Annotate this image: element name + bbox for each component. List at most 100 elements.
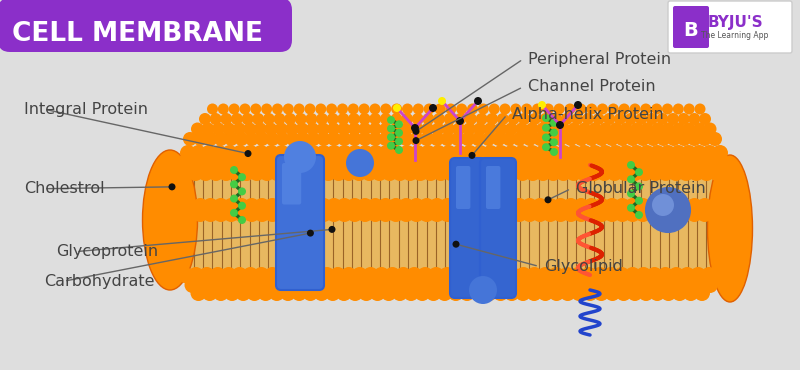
Circle shape — [515, 285, 531, 301]
Circle shape — [542, 134, 550, 141]
Circle shape — [651, 122, 664, 135]
Circle shape — [337, 104, 348, 114]
Text: Glycoprotein: Glycoprotein — [56, 244, 158, 259]
Circle shape — [460, 156, 476, 172]
Circle shape — [330, 267, 346, 283]
Circle shape — [553, 206, 569, 222]
Circle shape — [418, 206, 434, 222]
Circle shape — [385, 267, 401, 283]
FancyBboxPatch shape — [0, 0, 292, 52]
Circle shape — [686, 206, 702, 222]
Circle shape — [367, 198, 383, 214]
Circle shape — [295, 198, 311, 214]
Circle shape — [550, 138, 558, 146]
Circle shape — [592, 277, 608, 293]
Circle shape — [638, 165, 654, 181]
Circle shape — [565, 104, 575, 114]
Circle shape — [410, 122, 424, 135]
Circle shape — [264, 198, 280, 214]
Circle shape — [472, 267, 488, 283]
Circle shape — [306, 132, 321, 146]
Circle shape — [532, 198, 548, 214]
Circle shape — [325, 285, 341, 301]
Circle shape — [482, 267, 498, 283]
Circle shape — [614, 267, 630, 283]
Circle shape — [470, 277, 486, 293]
Circle shape — [529, 113, 541, 125]
Circle shape — [229, 277, 245, 293]
Circle shape — [629, 145, 645, 161]
Circle shape — [394, 277, 410, 293]
Circle shape — [668, 267, 684, 283]
Circle shape — [448, 285, 464, 301]
Circle shape — [548, 267, 564, 283]
Circle shape — [469, 276, 497, 304]
Circle shape — [658, 267, 674, 283]
Circle shape — [421, 122, 434, 135]
Circle shape — [211, 145, 227, 161]
Circle shape — [499, 104, 510, 114]
Circle shape — [583, 198, 599, 214]
Circle shape — [594, 198, 610, 214]
Circle shape — [603, 277, 619, 293]
FancyBboxPatch shape — [486, 166, 501, 209]
Circle shape — [673, 104, 684, 114]
Circle shape — [603, 267, 619, 283]
Circle shape — [699, 113, 711, 125]
Circle shape — [657, 132, 670, 146]
Circle shape — [678, 165, 694, 181]
Circle shape — [510, 104, 522, 114]
Circle shape — [641, 122, 654, 135]
Circle shape — [676, 206, 692, 222]
Circle shape — [187, 165, 203, 181]
Circle shape — [672, 122, 685, 135]
Circle shape — [443, 165, 459, 181]
FancyBboxPatch shape — [480, 158, 516, 298]
Circle shape — [706, 156, 722, 172]
Circle shape — [555, 165, 571, 181]
Circle shape — [677, 132, 691, 146]
Circle shape — [416, 277, 432, 293]
Text: Peripheral Protein: Peripheral Protein — [528, 52, 671, 67]
Circle shape — [582, 285, 598, 301]
Circle shape — [627, 175, 635, 183]
Circle shape — [231, 267, 247, 283]
Circle shape — [411, 124, 419, 132]
Circle shape — [254, 122, 266, 135]
Circle shape — [379, 122, 392, 135]
Circle shape — [283, 104, 294, 114]
Circle shape — [395, 129, 403, 137]
Circle shape — [230, 195, 238, 202]
Circle shape — [409, 156, 425, 172]
Circle shape — [553, 156, 569, 172]
Circle shape — [571, 113, 583, 125]
Circle shape — [350, 277, 366, 293]
Circle shape — [618, 104, 630, 114]
Circle shape — [232, 145, 248, 161]
Circle shape — [433, 113, 445, 125]
Circle shape — [182, 156, 198, 172]
Circle shape — [372, 277, 388, 293]
Circle shape — [244, 206, 260, 222]
Circle shape — [522, 206, 538, 222]
Circle shape — [390, 122, 402, 135]
Circle shape — [463, 122, 476, 135]
Circle shape — [661, 285, 677, 301]
Circle shape — [503, 145, 519, 161]
Circle shape — [382, 277, 398, 293]
Circle shape — [491, 198, 507, 214]
Circle shape — [625, 206, 641, 222]
Circle shape — [707, 198, 723, 214]
Circle shape — [563, 198, 579, 214]
Circle shape — [670, 145, 686, 161]
Circle shape — [348, 122, 361, 135]
Circle shape — [302, 285, 318, 301]
Circle shape — [234, 132, 249, 146]
Circle shape — [525, 165, 541, 181]
Circle shape — [182, 206, 198, 222]
Circle shape — [213, 156, 229, 172]
Circle shape — [230, 166, 238, 174]
Circle shape — [428, 267, 444, 283]
Circle shape — [326, 198, 342, 214]
Circle shape — [395, 120, 403, 128]
